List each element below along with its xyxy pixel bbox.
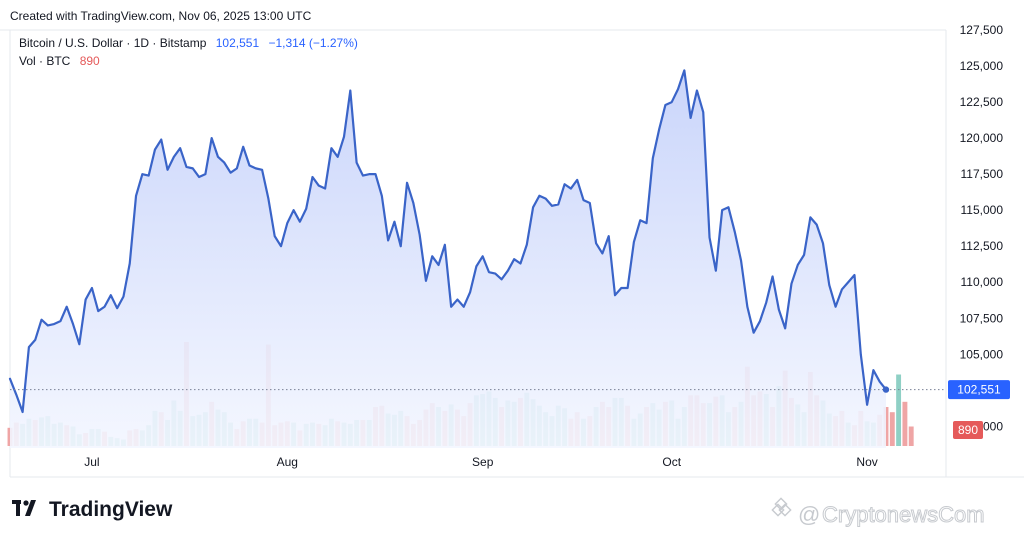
- volume-label-text: 890: [958, 423, 978, 437]
- last-price-dot: [882, 386, 890, 393]
- legend: Bitcoin / U.S. Dollar · 1D · Bitstamp 10…: [19, 36, 358, 50]
- last-price-label-text: 102,551: [957, 383, 1001, 397]
- tradingview-logo-text: TradingView: [49, 498, 173, 521]
- cryptonews-logo-icon: [771, 497, 792, 517]
- volume-legend-label: Vol · BTC: [19, 54, 71, 68]
- y-tick-label: 110,000: [961, 275, 1004, 289]
- last-price-label-bg: [948, 380, 1010, 400]
- last-price-label: 102,551: [948, 380, 1010, 400]
- volume-bar: [896, 374, 902, 446]
- x-tick-label: Jul: [84, 455, 99, 469]
- volume-legend: Vol · BTC 890: [19, 54, 100, 68]
- volume-label-bg: [953, 421, 983, 439]
- volume-bar: [889, 412, 895, 446]
- volume-bar: [902, 401, 908, 446]
- y-tick-label: 105,000: [960, 347, 1004, 361]
- y-axis[interactable]: 127,500 125,000 122,500 120,000 117,500 115,0…: [960, 23, 1004, 433]
- y-tick-label: 125,000: [960, 59, 1004, 73]
- x-axis[interactable]: Jul Aug Sep Oct Nov: [84, 455, 878, 469]
- cryptonews-watermark: @ CryptonewsCom: [771, 497, 985, 528]
- price-area: [10, 70, 886, 449]
- y-tick-label: 112,500: [961, 239, 1004, 253]
- x-tick-label: Oct: [662, 455, 681, 469]
- tradingview-logo-icon: [12, 500, 36, 516]
- watermark-text: CryptonewsCom: [822, 502, 985, 527]
- y-tick-label: 122,500: [960, 95, 1004, 109]
- symbol-title: Bitcoin / U.S. Dollar · 1D · Bitstamp: [19, 36, 207, 50]
- y-tick-label: 107,500: [960, 311, 1004, 325]
- price-line: [8, 69, 888, 414]
- x-tick-label: Nov: [856, 455, 877, 469]
- volume-last-label: 890: [953, 421, 983, 439]
- volume-legend-value: 890: [80, 54, 100, 68]
- volume-bar: [908, 426, 914, 446]
- y-tick-label: 120,000: [960, 131, 1004, 145]
- y-tick-label: 115,000: [961, 203, 1004, 217]
- watermark-at-symbol: @: [798, 502, 820, 527]
- y-tick-label: 127,500: [960, 23, 1004, 37]
- x-tick-label: Sep: [472, 455, 494, 469]
- price-change: −1,314 (−1.27%): [268, 36, 357, 50]
- tradingview-logo[interactable]: TradingView: [12, 498, 173, 521]
- last-price-value: 102,551: [216, 36, 260, 50]
- y-tick-label: 117,500: [961, 167, 1004, 181]
- x-tick-label: Aug: [277, 455, 298, 469]
- created-with-text: Created with TradingView.com, Nov 06, 20…: [10, 9, 312, 23]
